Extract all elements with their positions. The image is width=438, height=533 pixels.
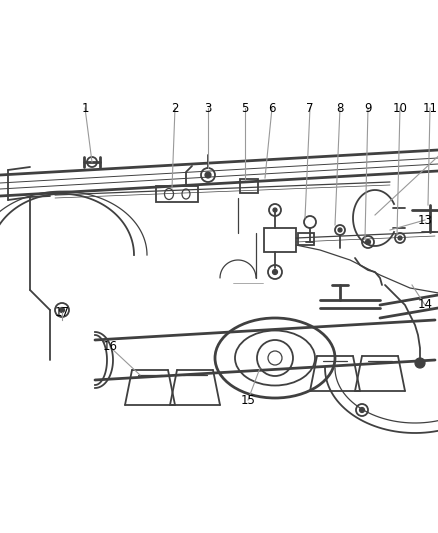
Circle shape	[415, 358, 425, 368]
Circle shape	[360, 408, 364, 413]
Text: 14: 14	[417, 298, 432, 311]
Text: 16: 16	[102, 341, 117, 353]
Text: 5: 5	[241, 101, 249, 115]
Circle shape	[338, 228, 342, 232]
Text: 7: 7	[306, 101, 314, 115]
Text: 8: 8	[336, 101, 344, 115]
Bar	[156, 186, 198, 202]
Text: 9: 9	[364, 101, 372, 115]
Text: 1: 1	[81, 101, 89, 115]
Circle shape	[205, 172, 211, 178]
Bar	[240, 179, 258, 193]
Text: 6: 6	[268, 101, 276, 115]
Text: 13: 13	[417, 214, 432, 227]
Text: 2: 2	[171, 101, 179, 115]
Text: 15: 15	[240, 393, 255, 407]
Circle shape	[272, 270, 278, 274]
Bar	[264, 228, 296, 252]
Circle shape	[398, 236, 402, 240]
Text: 11: 11	[423, 101, 438, 115]
Bar	[298, 233, 314, 245]
Text: 10: 10	[392, 101, 407, 115]
Circle shape	[365, 239, 371, 245]
Circle shape	[60, 308, 64, 312]
Text: 17: 17	[54, 305, 70, 319]
Text: 3: 3	[204, 101, 212, 115]
Circle shape	[273, 208, 277, 212]
